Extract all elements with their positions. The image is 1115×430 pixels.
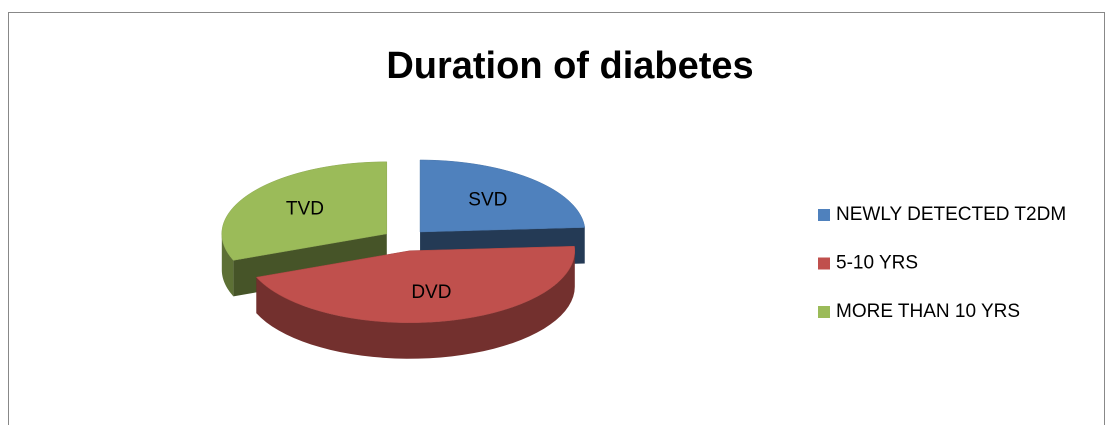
slice-label: SVD [468,190,507,211]
legend-label: 5-10 YRS [836,253,918,274]
slice [419,159,586,233]
legend-label: NEWLY DETECTED T2DM [836,204,1066,225]
legend-label: MORE THAN 10 YRS [836,301,1020,322]
slice [255,245,576,323]
slice-label: TVD [286,199,324,220]
slice [221,161,388,261]
chart-title: Duration of diabetes [386,45,753,87]
chart-border [8,12,1105,425]
legend-swatch [818,257,830,270]
slice-wall [221,233,234,297]
legend-swatch [818,209,830,221]
slice-label: DVD [411,282,451,303]
legend-swatch [818,306,830,318]
slice-wall [256,250,575,359]
